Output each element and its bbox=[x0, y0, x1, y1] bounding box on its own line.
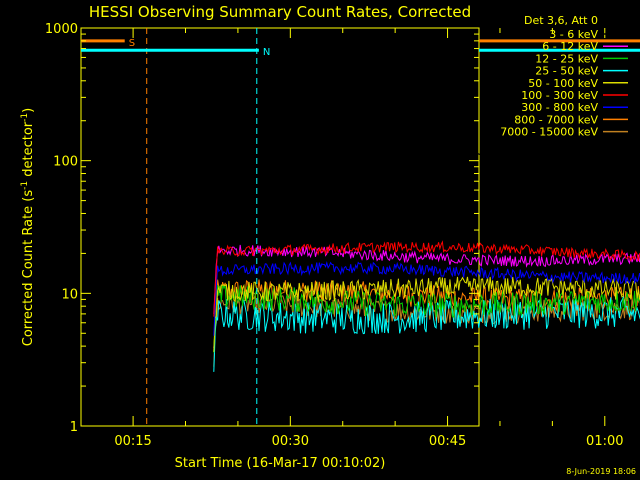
axes-layer: 110100100000:1500:3000:4501:0001:1501:30… bbox=[45, 22, 624, 449]
legend-entry-label: 12 - 25 keV bbox=[535, 52, 598, 65]
y-axis-title-sup1: -1 bbox=[20, 181, 30, 190]
series-line bbox=[213, 244, 640, 314]
legend-entry-label: 300 - 800 keV bbox=[521, 101, 598, 114]
y-axis-title-part2: detector bbox=[21, 121, 36, 181]
series-line bbox=[213, 279, 640, 349]
legend-entry-label: 3 - 6 keV bbox=[549, 28, 598, 41]
x-tick-label: 00:30 bbox=[272, 434, 309, 449]
y-axis-title: Corrected Count Rate (s-1 detector-1) bbox=[20, 108, 36, 346]
marker-label: S bbox=[129, 38, 135, 49]
x-tick-label: 00:45 bbox=[429, 434, 466, 449]
series-line bbox=[213, 260, 640, 336]
chart-title: HESSI Observing Summary Count Rates, Cor… bbox=[89, 3, 471, 21]
markers-layer: SN bbox=[81, 28, 640, 426]
y-tick-label: 1 bbox=[70, 420, 78, 435]
legend-header: Det 3,6, Att 0 bbox=[524, 14, 598, 27]
legend-entry-label: 800 - 7000 keV bbox=[514, 113, 598, 126]
series-line bbox=[213, 284, 640, 353]
x-axis-title: Start Time (16-Mar-17 00:10:02) bbox=[175, 456, 386, 471]
x-tick-label: 01:00 bbox=[586, 434, 623, 449]
legend-entry-label: 100 - 300 keV bbox=[521, 89, 598, 102]
series-line bbox=[213, 295, 640, 372]
y-tick-label: 100 bbox=[53, 155, 78, 170]
legend-entry-label: 6 - 12 keV bbox=[542, 40, 598, 53]
y-tick-label: 10 bbox=[61, 287, 78, 302]
legend-entry-label: 50 - 100 keV bbox=[528, 77, 598, 90]
series-line bbox=[213, 240, 640, 317]
legend-entry-label: 25 - 50 keV bbox=[535, 65, 598, 78]
x-tick-label: 00:15 bbox=[114, 434, 151, 449]
marker-label: N bbox=[263, 47, 270, 58]
series-line bbox=[213, 276, 640, 352]
y-axis-title-part3: ) bbox=[21, 108, 36, 113]
series-layer bbox=[213, 145, 640, 372]
y-axis-title-part1: Corrected Count Rate (s bbox=[21, 190, 36, 347]
legend-entry-label: 7000 - 15000 keV bbox=[500, 126, 598, 139]
timestamp: 8-Jun-2019 18:06 bbox=[566, 467, 636, 476]
y-tick-label: 1000 bbox=[45, 22, 78, 37]
series-line bbox=[213, 145, 640, 214]
y-axis-title-sup2: -1 bbox=[20, 113, 30, 122]
plot-frame bbox=[80, 27, 480, 427]
